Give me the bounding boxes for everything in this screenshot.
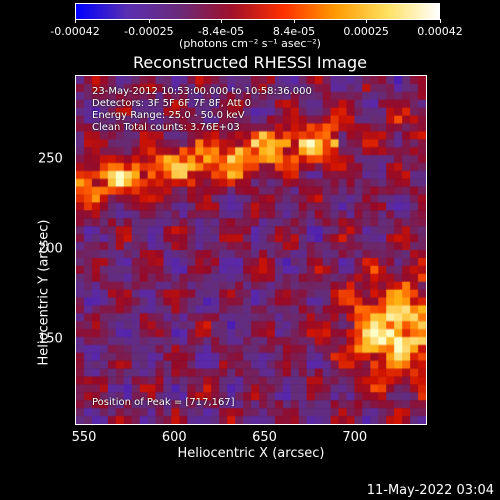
y-tick-label: 200	[38, 241, 63, 257]
x-tick-label: 700	[342, 430, 368, 445]
colorbar-tick-mark	[440, 19, 441, 23]
x-tick-label: 650	[252, 430, 277, 445]
plot-area	[75, 75, 427, 425]
x-tick-label: 600	[161, 430, 187, 445]
annotation-detectors: Detectors: 3F 5F 6F 7F 8F, Att 0	[92, 98, 252, 109]
y-tick-label: 150	[38, 331, 63, 347]
colorbar-tick-label: 8.4e-05	[272, 25, 316, 38]
colorbar-tick-mark	[75, 19, 76, 23]
annotation-clean: Clean Total counts: 3.76E+03	[92, 122, 240, 133]
colorbar-tick-mark	[221, 19, 222, 23]
colorbar-tick-mark	[294, 19, 295, 23]
colorbar-tick-mark	[366, 19, 368, 23]
annotation-time: 23-May-2012 10:53:00.000 to 10:58:36.000	[92, 86, 312, 97]
annotation-peak: Position of Peak = [717,167]	[92, 397, 235, 408]
timestamp: 11-May-2022 03:04	[366, 483, 494, 498]
colorbar-tick-label: -0.00025	[124, 25, 174, 38]
colorbar-tick-label: 0.00025	[343, 25, 389, 38]
annotation-energy: Energy Range: 25.0 - 50.0 keV	[92, 110, 245, 121]
x-tick-label: 550	[71, 430, 97, 445]
heatmap	[76, 76, 426, 424]
colorbar-units: (photons cm⁻² s⁻¹ asec⁻²)	[179, 37, 321, 50]
chart-title: Reconstructed RHESSI Image	[133, 53, 367, 72]
y-axis-label: Heliocentric Y (arcsec)	[36, 219, 52, 366]
colorbar-tick-label: -8.4e-05	[197, 25, 245, 38]
y-tick-label: 250	[38, 151, 63, 167]
colorbar-tick-label: -0.00042	[50, 25, 100, 38]
colorbar-tick-mark	[148, 19, 150, 23]
x-axis-label: Heliocentric X (arcsec)	[177, 446, 325, 461]
colorbar	[75, 3, 440, 20]
colorbar-tick-label: 0.00042	[417, 25, 463, 38]
